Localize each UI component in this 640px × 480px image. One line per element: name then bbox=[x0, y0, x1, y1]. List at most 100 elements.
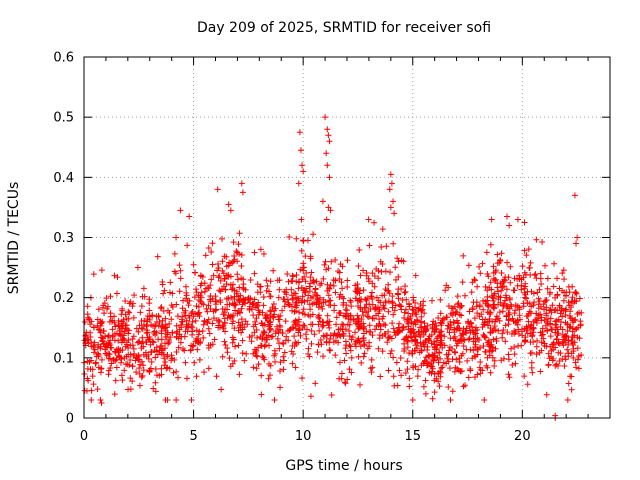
data-point bbox=[117, 359, 124, 366]
data-point bbox=[576, 335, 583, 342]
data-point bbox=[345, 312, 352, 319]
data-point bbox=[360, 267, 367, 274]
data-point bbox=[114, 274, 121, 281]
data-point bbox=[293, 272, 300, 279]
data-point bbox=[458, 302, 465, 309]
data-point bbox=[363, 309, 370, 316]
data-point bbox=[207, 306, 214, 313]
data-point bbox=[564, 346, 571, 353]
data-point bbox=[295, 327, 302, 334]
data-point bbox=[182, 359, 189, 366]
data-point bbox=[440, 359, 447, 366]
data-point bbox=[560, 342, 567, 349]
data-point bbox=[431, 377, 438, 384]
data-point bbox=[423, 327, 430, 334]
data-point bbox=[182, 328, 189, 335]
data-point bbox=[315, 341, 322, 348]
data-point bbox=[379, 226, 386, 233]
data-point bbox=[306, 288, 313, 295]
data-point bbox=[193, 289, 200, 296]
data-point bbox=[560, 297, 567, 304]
data-point bbox=[238, 305, 245, 312]
data-point bbox=[534, 289, 541, 296]
data-point bbox=[101, 300, 108, 307]
data-point bbox=[346, 321, 353, 328]
data-point bbox=[471, 315, 478, 322]
data-point bbox=[387, 350, 394, 357]
data-point bbox=[474, 310, 481, 317]
data-point bbox=[188, 323, 195, 330]
data-point bbox=[377, 326, 384, 333]
data-point bbox=[115, 322, 122, 329]
data-point bbox=[497, 294, 504, 301]
data-point bbox=[459, 350, 466, 357]
data-point bbox=[176, 326, 183, 333]
data-point bbox=[235, 241, 242, 248]
data-point bbox=[352, 295, 359, 302]
data-point bbox=[242, 286, 249, 293]
data-point bbox=[111, 391, 118, 398]
data-point bbox=[256, 309, 263, 316]
data-point bbox=[527, 259, 534, 266]
data-point bbox=[97, 318, 104, 325]
data-point bbox=[360, 334, 367, 341]
data-point bbox=[229, 260, 236, 267]
data-point bbox=[488, 216, 495, 223]
data-point bbox=[109, 326, 116, 333]
data-point bbox=[360, 353, 367, 360]
data-point bbox=[251, 296, 258, 303]
data-point bbox=[325, 322, 332, 329]
data-point bbox=[386, 186, 393, 193]
data-point bbox=[519, 332, 526, 339]
data-point bbox=[126, 309, 133, 316]
data-point bbox=[92, 360, 99, 367]
data-point bbox=[320, 332, 327, 339]
data-point bbox=[198, 289, 205, 296]
data-point bbox=[529, 332, 536, 339]
data-point bbox=[260, 354, 267, 361]
data-point bbox=[87, 366, 94, 373]
data-point bbox=[302, 278, 309, 285]
data-point bbox=[144, 327, 151, 334]
data-point bbox=[432, 320, 439, 327]
data-point bbox=[360, 287, 367, 294]
data-point bbox=[521, 247, 528, 254]
data-point bbox=[355, 285, 362, 292]
data-point bbox=[307, 280, 314, 287]
data-point bbox=[525, 246, 532, 253]
data-point bbox=[529, 369, 536, 376]
data-point bbox=[390, 354, 397, 361]
data-point bbox=[173, 234, 180, 241]
data-point bbox=[98, 267, 105, 274]
data-point bbox=[344, 277, 351, 284]
data-point bbox=[194, 346, 201, 353]
data-point bbox=[482, 283, 489, 290]
data-point bbox=[225, 274, 232, 281]
data-point bbox=[544, 275, 551, 282]
data-point bbox=[146, 300, 153, 307]
data-point bbox=[279, 339, 286, 346]
data-point bbox=[408, 319, 415, 326]
data-point bbox=[363, 297, 370, 304]
data-point bbox=[572, 359, 579, 366]
data-point bbox=[355, 325, 362, 332]
data-point bbox=[543, 343, 550, 350]
data-point bbox=[445, 384, 452, 391]
data-point bbox=[551, 307, 558, 314]
data-point bbox=[305, 312, 312, 319]
data-point bbox=[222, 342, 229, 349]
data-point bbox=[438, 328, 445, 335]
data-point bbox=[119, 347, 126, 354]
data-point bbox=[396, 367, 403, 374]
data-point bbox=[371, 273, 378, 280]
data-point bbox=[254, 281, 261, 288]
data-point bbox=[236, 371, 243, 378]
data-point bbox=[506, 295, 513, 302]
data-point bbox=[224, 345, 231, 352]
data-point bbox=[504, 329, 511, 336]
data-point bbox=[368, 356, 375, 363]
data-point bbox=[166, 339, 173, 346]
data-point bbox=[153, 348, 160, 355]
data-point bbox=[576, 309, 583, 316]
data-point bbox=[306, 301, 313, 308]
